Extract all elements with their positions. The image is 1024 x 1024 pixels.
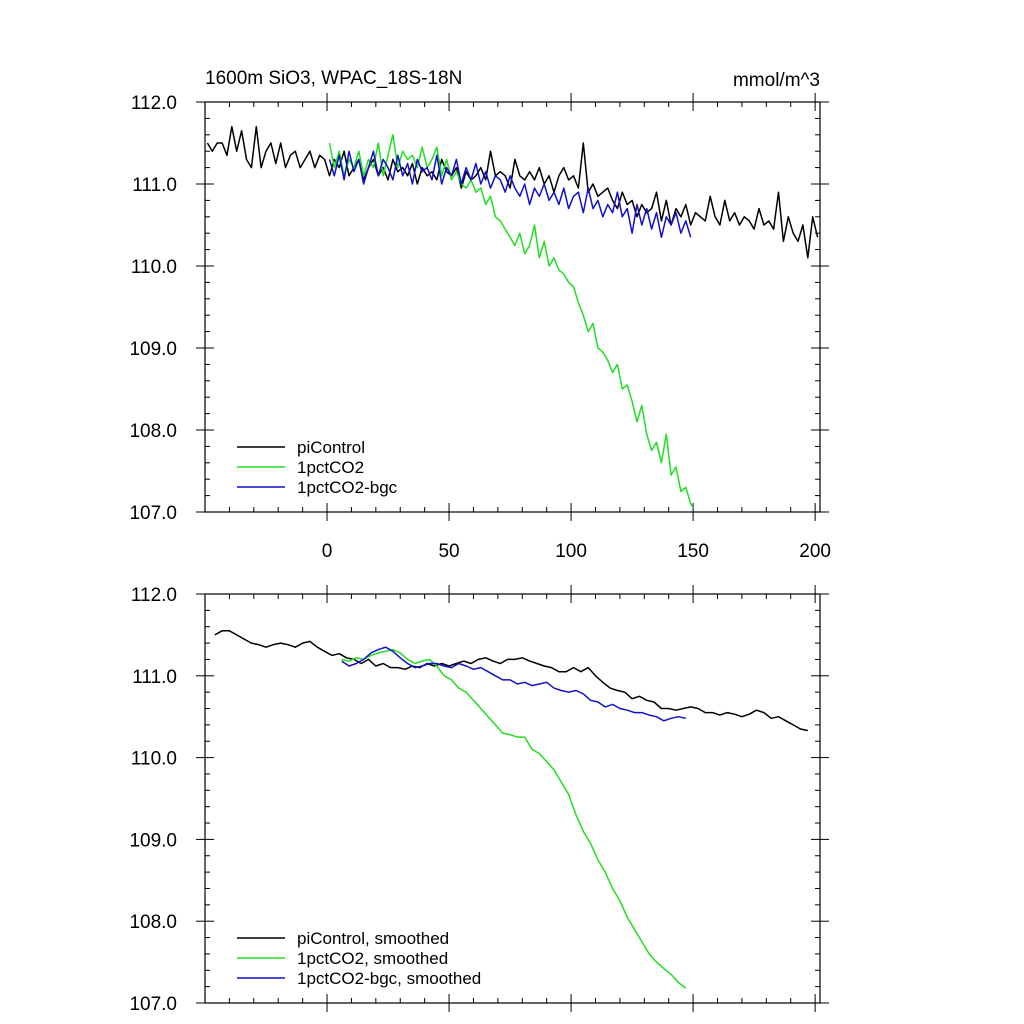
- y-tick-label: 107.0: [129, 503, 177, 524]
- legend-label: piControl: [297, 438, 365, 457]
- legend-label: 1pctCO2, smoothed: [297, 949, 448, 968]
- y-tick-label: 110.0: [131, 257, 177, 278]
- units-label: mmol/m^3: [733, 70, 820, 91]
- y-tick-label: 110.0: [131, 749, 177, 770]
- series-line-1pctco2: [328, 134, 694, 509]
- chart-title: 1600m SiO3, WPAC_18S-18N: [205, 68, 462, 89]
- legend-label: piControl, smoothed: [297, 929, 449, 948]
- y-tick-label: 112.0: [131, 93, 177, 114]
- y-tick-label: 109.0: [129, 830, 177, 851]
- legend-label: 1pctCO2-bgc: [297, 478, 398, 497]
- legend-label: 1pctCO2: [297, 458, 364, 477]
- plot-frame: [204, 101, 821, 513]
- top-panel: 0 50 100 150 200 107.0 108.0 109.0 110.0 111.0 112…: [129, 93, 831, 562]
- x-tick-label: 100: [555, 541, 587, 562]
- legend-label: 1pctCO2-bgc, smoothed: [297, 969, 481, 988]
- y-tick-label: 109.0: [129, 339, 177, 360]
- y-tick-label: 112.0: [131, 585, 177, 606]
- series-line-picontrol-smoothed: [214, 630, 808, 732]
- x-tick-label: 0: [322, 541, 333, 562]
- plot-frame: [204, 593, 821, 1004]
- series-line-picontrol: [206, 125, 819, 259]
- x-tick-label: 150: [677, 541, 709, 562]
- series-line-1pctco2-bgc: [328, 150, 692, 239]
- y-tick-label: 108.0: [129, 421, 177, 442]
- x-tick-label: 50: [438, 541, 459, 562]
- bottom-panel: 107.0 108.0 109.0 110.0 111.0 112.0 piControl,…: [129, 585, 829, 1015]
- x-tick-label: 200: [799, 541, 831, 562]
- y-tick-label: 107.0: [129, 994, 177, 1015]
- y-tick-label: 108.0: [129, 912, 177, 933]
- series-line-1pctco2-bgc-smoothed: [341, 646, 686, 722]
- y-tick-label: 111.0: [132, 667, 177, 688]
- series-line-1pctco2-smoothed: [341, 648, 687, 989]
- y-tick-label: 111.0: [132, 175, 177, 196]
